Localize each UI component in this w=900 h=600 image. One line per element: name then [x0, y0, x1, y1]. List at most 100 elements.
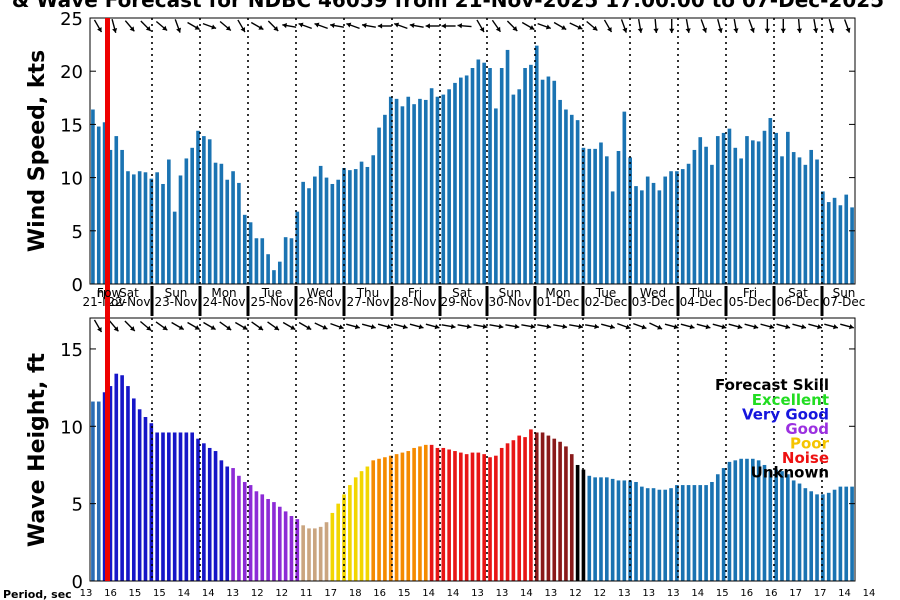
wave-bar: [540, 432, 545, 581]
wave-bar: [680, 485, 685, 581]
date-label: 03-Dec: [632, 295, 675, 309]
period-value: 13: [471, 588, 484, 599]
wind-bar: [143, 172, 148, 284]
wind-y-tick-label: 10: [60, 169, 83, 190]
date-label: 04-Dec: [680, 295, 723, 309]
wind-bar: [850, 207, 854, 284]
wind-bar: [768, 118, 773, 285]
direction-arrow-icon: [174, 19, 182, 33]
wind-bar: [628, 157, 632, 284]
wave-bar: [143, 417, 148, 581]
wind-bar: [517, 89, 522, 284]
direction-arrow-icon: [843, 19, 851, 33]
direction-arrow-icon: [840, 323, 854, 330]
direction-arrow-icon: [237, 19, 246, 33]
direction-arrow-icon: [139, 320, 152, 332]
wave-bar: [715, 474, 720, 581]
wind-bar: [242, 214, 247, 284]
wave-bar: [534, 432, 539, 581]
period-value: 12: [251, 588, 264, 599]
date-label: 30-Nov: [488, 295, 531, 309]
direction-arrow-icon: [155, 20, 168, 32]
direction-arrow-icon: [203, 321, 216, 331]
period-value: 17: [324, 588, 337, 599]
wind-bar: [266, 254, 270, 284]
wind-bar: [184, 158, 189, 284]
wave-bar: [213, 451, 218, 581]
wind-y-tick-label: 5: [72, 222, 83, 243]
direction-arrow-icon: [219, 321, 232, 331]
direction-arrow-icon: [728, 323, 743, 330]
wind-bar: [213, 162, 218, 284]
day-of-week-label: Sun: [499, 286, 522, 300]
wind-bar: [348, 170, 352, 284]
direction-arrow-icon: [346, 323, 360, 330]
wave-bar: [581, 469, 586, 581]
direction-arrow-icon: [187, 321, 201, 331]
direction-arrow-icon: [314, 22, 328, 30]
wind-bar: [137, 171, 142, 284]
wind-bar: [605, 156, 609, 284]
wave-bar: [418, 446, 422, 581]
wind-bar: [774, 132, 778, 284]
wave-bar: [686, 485, 691, 581]
wind-bar: [505, 49, 510, 284]
direction-arrow-icon: [653, 18, 659, 34]
wave-bar: [283, 511, 288, 581]
direction-arrow-icon: [637, 18, 643, 34]
period-value: 17: [789, 588, 802, 599]
day-of-week-label: Fri: [408, 286, 422, 300]
direction-arrow-icon: [633, 322, 647, 330]
wave-bar: [207, 447, 212, 581]
period-value: 16: [104, 588, 117, 599]
direction-arrow-icon: [712, 323, 727, 330]
wave-bar: [242, 481, 247, 581]
direction-arrow-icon: [700, 19, 707, 33]
wave-bar: [359, 471, 364, 581]
wave-bar: [797, 483, 802, 581]
day-of-week-label: Mon: [545, 286, 570, 300]
direction-arrow-icon: [776, 323, 791, 330]
direction-arrow-icon: [346, 22, 360, 30]
wind-bar: [202, 136, 206, 284]
wave-bar: [739, 458, 743, 581]
wave-bar: [348, 485, 352, 581]
wave-bar: [131, 398, 136, 581]
legend-item: Poor: [790, 435, 830, 453]
date-label: 23-Nov: [154, 295, 197, 309]
wave-bar: [202, 443, 206, 581]
wave-bar: [155, 432, 159, 581]
wind-bars: [91, 45, 854, 285]
wind-bar: [283, 237, 288, 284]
wind-y-tick-label: 25: [60, 9, 83, 30]
period-value: 12: [569, 588, 582, 599]
direction-arrow-icon: [603, 19, 613, 33]
direction-arrow-icon: [251, 321, 264, 331]
period-value: 14: [691, 588, 704, 599]
direction-arrow-icon: [124, 320, 136, 332]
wind-y-label: Wind Speed, kts: [25, 50, 50, 252]
direction-arrow-icon: [764, 19, 770, 33]
direction-arrow-icon: [282, 321, 296, 331]
wave-bar: [751, 458, 755, 581]
wind-bar: [727, 128, 732, 284]
day-of-week-label: Sun: [165, 286, 188, 300]
direction-arrow-icon: [828, 19, 835, 33]
wind-bar: [534, 45, 539, 284]
wave-bar: [301, 525, 305, 581]
direction-arrow-icon: [267, 20, 279, 32]
wave-bar: [371, 460, 376, 581]
legend-item: Noise: [782, 449, 829, 467]
direction-arrow-icon: [409, 323, 424, 330]
wind-bar: [599, 142, 603, 284]
now-marker-line: [105, 18, 110, 581]
direction-arrow-icon: [298, 22, 312, 30]
wave-bar: [429, 444, 434, 581]
wave-bar: [277, 506, 282, 581]
wind-bar: [178, 175, 183, 284]
direction-arrow-icon: [569, 22, 583, 30]
direction-arrow-icon: [586, 20, 598, 32]
wave-bar: [523, 437, 527, 581]
wave-bar: [494, 455, 498, 581]
direction-arrow-icon: [409, 22, 424, 29]
